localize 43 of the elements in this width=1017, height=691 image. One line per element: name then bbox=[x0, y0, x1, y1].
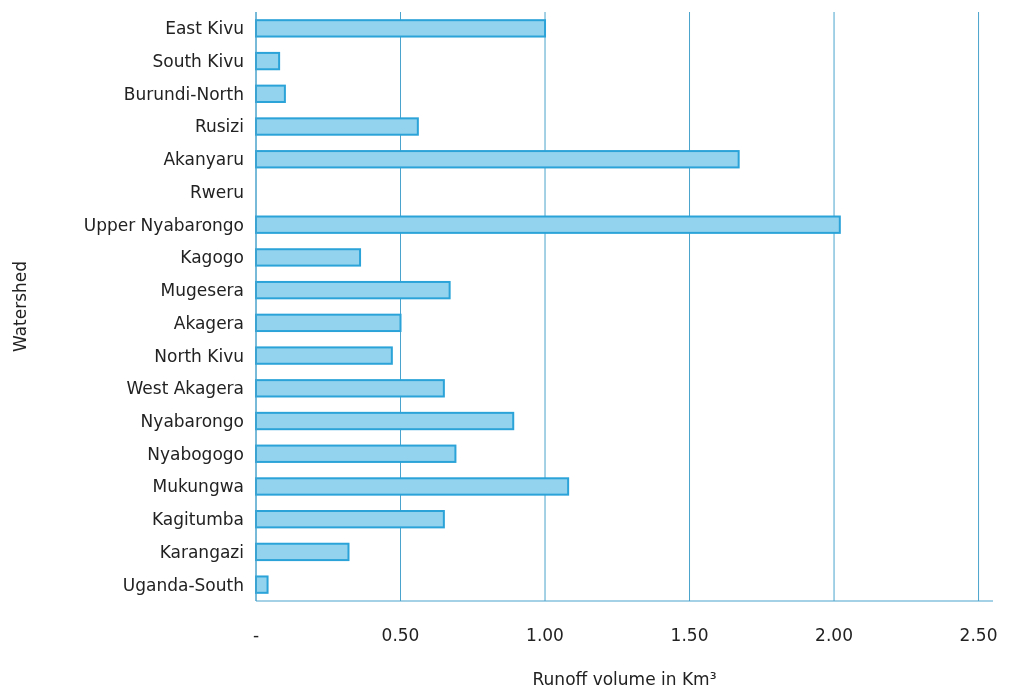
y-tick-label: Rweru bbox=[190, 181, 244, 202]
bar bbox=[255, 248, 362, 267]
bar bbox=[255, 313, 402, 333]
bar bbox=[255, 346, 393, 365]
bar bbox=[255, 411, 515, 431]
bar bbox=[255, 150, 740, 169]
y-tick-label: Kagogo bbox=[180, 247, 244, 268]
y-tick-label: South Kivu bbox=[152, 51, 244, 72]
bar bbox=[255, 117, 419, 136]
x-tick-label: 2.00 bbox=[815, 625, 853, 645]
bar bbox=[255, 444, 457, 463]
x-axis-title: Runoff volume in Km³ bbox=[532, 669, 717, 689]
bar bbox=[255, 215, 841, 234]
x-tick-label: 1.00 bbox=[526, 625, 564, 645]
y-tick-label: North Kivu bbox=[154, 345, 244, 366]
y-tick-label: West Akagera bbox=[126, 378, 244, 399]
y-tick-label: Nyabogogo bbox=[147, 443, 244, 464]
y-tick-label: Kagitumba bbox=[152, 509, 244, 530]
bar bbox=[255, 542, 350, 562]
bar bbox=[255, 510, 445, 529]
bar bbox=[255, 19, 547, 38]
y-tick-label: Upper Nyabarongo bbox=[83, 214, 244, 235]
y-tick-label: Mugesera bbox=[160, 280, 244, 301]
bar bbox=[255, 280, 451, 300]
y-tick-label: Mukungwa bbox=[152, 476, 244, 497]
y-tick-label: Akagera bbox=[173, 312, 244, 333]
bar bbox=[255, 575, 269, 594]
x-tick-label: 0.50 bbox=[381, 625, 420, 645]
y-tick-label: Rusizi bbox=[194, 116, 244, 137]
x-tick-label: - bbox=[252, 625, 260, 645]
y-tick-label: Nyabarongo bbox=[140, 410, 244, 431]
y-tick-label: Akanyaru bbox=[163, 149, 244, 170]
y-tick-label: Uganda-South bbox=[122, 574, 244, 595]
y-axis-title: Watershed bbox=[10, 260, 30, 353]
bar bbox=[255, 51, 281, 71]
x-tick-label: 1.50 bbox=[670, 625, 709, 645]
bar bbox=[255, 84, 286, 103]
x-tick-label: 2.50 bbox=[959, 625, 998, 645]
y-tick-label: East Kivu bbox=[165, 18, 244, 39]
y-tick-label: Karangazi bbox=[159, 541, 244, 562]
y-tick-label: Burundi-North bbox=[123, 83, 244, 104]
bar bbox=[255, 379, 445, 398]
bar bbox=[255, 477, 570, 496]
